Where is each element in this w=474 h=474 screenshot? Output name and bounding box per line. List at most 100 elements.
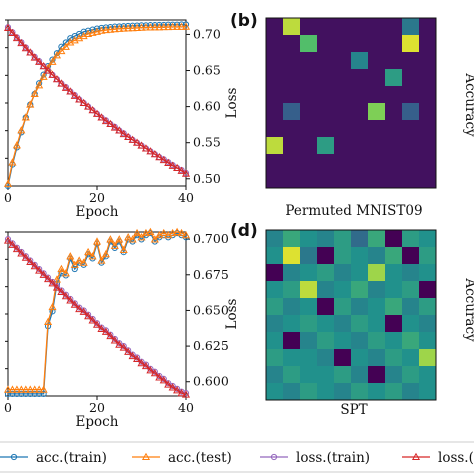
heat-d-cell-7-3 — [317, 349, 335, 367]
bottom-chart-xtick-label-0: 0 — [4, 400, 12, 415]
heat-d-cell-6-5 — [351, 332, 369, 350]
heat-b-cell-2-4 — [334, 52, 352, 70]
heat-d-cell-3-1 — [283, 281, 301, 299]
heat-b-cell-4-3 — [317, 86, 335, 104]
top-chart-series-3-point-40 — [181, 169, 191, 177]
top-chart-series-3-point-26 — [119, 129, 128, 138]
bottom-chart-series-1-point-14 — [66, 252, 75, 260]
bottom-chart-ylabel-right: Loss — [224, 298, 240, 329]
top-chart-ytick-label-0: 0.50 — [193, 171, 221, 186]
top-chart-series-1-point-34 — [155, 23, 164, 31]
heat-d-cell-2-8 — [402, 264, 420, 282]
heat-d-cell-4-0 — [266, 298, 284, 316]
bottom-chart-series-3-point-27 — [124, 347, 133, 355]
top-chart-series-3-point-14 — [66, 87, 75, 95]
top-chart-series-3-point-29 — [133, 138, 142, 146]
legend-label-1: acc.(test) — [168, 450, 232, 466]
heat-d-cell-6-6 — [368, 332, 386, 350]
heat-d-cell-6-1 — [283, 332, 301, 350]
heat-b-cell-7-1 — [283, 137, 301, 155]
heat-d-cell-1-4 — [334, 247, 352, 265]
heat-d-cell-3-2 — [300, 281, 318, 299]
top-chart-series-0-point-17 — [80, 28, 87, 35]
heat-b-cell-7-6 — [368, 137, 386, 155]
bottom-chart-series-1-point-40 — [181, 230, 191, 239]
bottom-chart-series-1-point-22 — [101, 249, 110, 258]
top-chart-xtick-label-20: 20 — [89, 190, 105, 205]
bottom-chart-series-3-point-40 — [181, 390, 191, 398]
heat-d-cell-3-6 — [368, 281, 386, 299]
heat-b-cell-5-2 — [300, 103, 318, 121]
heat-d-cell-2-2 — [300, 264, 318, 282]
heat-d-cell-5-9 — [419, 315, 437, 333]
heat-b-cell-6-0 — [266, 120, 284, 138]
line-chart-top: 0 20 40 0.50 0.55 0.60 0.65 0.70 Epoch Loss — [3, 19, 240, 220]
heat-b-cell-2-5 — [351, 52, 369, 70]
bottom-chart-series-1-point-38 — [173, 227, 182, 236]
heat-b-cell-4-9 — [419, 86, 437, 104]
top-chart-series-3-point-1 — [8, 28, 17, 37]
bottom-chart-series-0-point-2 — [13, 390, 20, 397]
heat-d-cell-7-1 — [283, 349, 301, 367]
top-chart-series-1-point-26 — [119, 24, 128, 32]
top-chart-series-3-point-24 — [110, 123, 119, 131]
heat-b-cell-7-7 — [385, 137, 403, 155]
heat-b-cell-0-6 — [368, 18, 386, 36]
top-chart-series-3-point-34 — [155, 152, 164, 161]
bottom-chart-series-3-point-15 — [70, 300, 79, 308]
heat-d-cell-4-8 — [402, 298, 420, 316]
bottom-chart-series-3-point-12 — [57, 287, 66, 295]
legend-box — [0, 441, 474, 473]
bottom-chart-series-1-point-35 — [159, 228, 168, 237]
heat-b-cell-0-0 — [266, 18, 284, 36]
heat-d-cell-1-6 — [368, 247, 386, 265]
heat-b-cell-2-9 — [419, 52, 437, 70]
heatmap-permuted-mnist09 — [265, 17, 437, 189]
heat-b-cell-3-6 — [368, 69, 386, 87]
heat-b-cell-8-3 — [317, 154, 335, 172]
bottom-chart-series-1-point-32 — [146, 227, 155, 236]
legend-marker-1 — [141, 452, 151, 461]
heat-b-cell-4-7 — [385, 86, 403, 104]
heat-d-cell-3-4 — [334, 281, 352, 299]
heat-b-cell-6-7 — [385, 120, 403, 138]
heat-b-cell-0-8 — [402, 18, 420, 36]
heat-b-cell-1-2 — [300, 35, 318, 53]
heat-b-frame — [265, 17, 437, 189]
top-chart-series-1-point-8 — [39, 72, 48, 80]
heat-d-cell-4-5 — [351, 298, 369, 316]
heat-d-cell-3-5 — [351, 281, 369, 299]
top-chart-series-1-point-35 — [159, 22, 168, 31]
bottom-chart-series-3-point-33 — [150, 368, 159, 377]
bottom-chart-series-3-point-3 — [17, 249, 26, 257]
heat-d-cell-7-5 — [351, 349, 369, 367]
bottom-chart-series-0-point-3 — [18, 390, 25, 397]
top-chart-series-1-point-38 — [173, 22, 182, 30]
heat-d-cell-7-6 — [368, 349, 386, 367]
bottom-chart-series-3-point-26 — [119, 343, 128, 351]
top-chart-series-3-point-7 — [35, 57, 44, 65]
heat-b-cell-3-3 — [317, 69, 335, 87]
heat-d-cell-4-9 — [419, 298, 437, 316]
bottom-chart-series-0-point-1 — [9, 390, 16, 397]
top-chart-series-3-point-0 — [3, 23, 13, 31]
bottom-chart-series-1-point-26 — [119, 245, 128, 254]
heat-d-cell-6-8 — [402, 332, 420, 350]
heat-d-cell-6-4 — [334, 332, 352, 350]
bottom-chart-series-1-point-30 — [137, 233, 146, 241]
heat-b-cell-5-8 — [402, 103, 420, 121]
top-chart-series-3-point-5 — [26, 48, 35, 56]
bottom-chart-ytick-label-1: 0.625 — [193, 338, 229, 353]
heat-b-cell-9-6 — [368, 171, 386, 189]
bottom-chart-series-1-point-13 — [61, 269, 70, 277]
heat-b-cell-2-7 — [385, 52, 403, 70]
heat-b-cell-4-1 — [283, 86, 301, 104]
heat-d-cell-5-2 — [300, 315, 318, 333]
bottom-chart-series-3-point-31 — [141, 361, 150, 370]
heat-d-cell-5-8 — [402, 315, 420, 333]
bottom-chart-series-1-point-33 — [150, 235, 159, 243]
heat-b-cell-6-5 — [351, 120, 369, 138]
heat-d-cell-4-6 — [368, 298, 386, 316]
bottom-chart-series-line-1 — [8, 231, 187, 391]
